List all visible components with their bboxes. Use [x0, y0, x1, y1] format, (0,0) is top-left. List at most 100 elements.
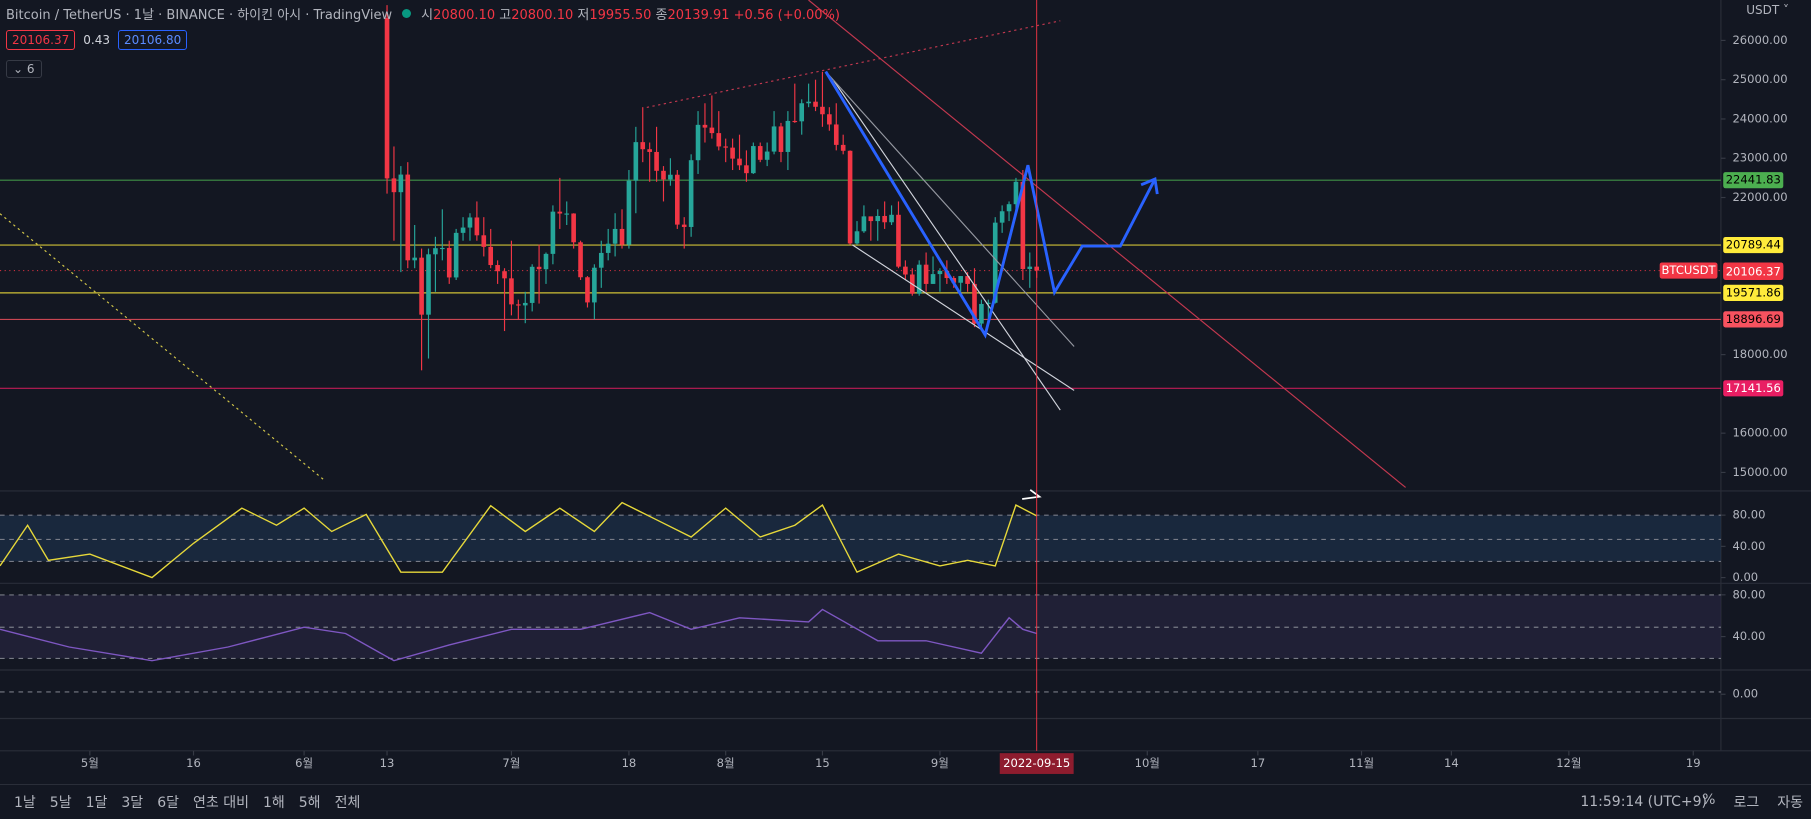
y-tick-label: 80.00 — [1732, 508, 1765, 522]
range-button[interactable]: 1달 — [85, 795, 108, 811]
option-button[interactable]: 자동 — [1777, 795, 1803, 811]
candle-body — [806, 101, 811, 104]
candle-body — [578, 242, 583, 278]
candle-body — [979, 303, 984, 324]
candle-body — [965, 276, 970, 284]
candle-body — [446, 247, 452, 278]
candle-body — [391, 178, 397, 193]
candle-body — [903, 266, 908, 275]
candle-body — [723, 146, 728, 148]
candle-body — [1020, 181, 1026, 269]
candle-body — [827, 114, 832, 125]
range-button[interactable]: 3달 — [121, 795, 144, 811]
candle-body — [516, 304, 521, 306]
indicator-line — [0, 501, 1038, 579]
price-label: 20789.44 — [1726, 238, 1781, 252]
candle-body — [771, 126, 777, 152]
toolbar: 1날 5날 1달 3달 6달 연초 대비 1해 5해 전체 11:59:14 (UTC+9) %… — [0, 784, 1811, 819]
candle-body — [668, 174, 673, 180]
y-tick-label: 16000.00 — [1732, 426, 1787, 440]
candle-body — [619, 228, 625, 245]
y-tick-label: 15000.00 — [1732, 465, 1787, 479]
ohlc-value: 20800.10 — [511, 8, 574, 23]
candle-body — [730, 147, 735, 159]
candle-body — [626, 180, 632, 245]
y-tick-label: 23000.00 — [1732, 151, 1787, 165]
candle-body — [1006, 204, 1012, 212]
x-tick-label: 6월 — [295, 756, 313, 770]
range-button[interactable]: 5날 — [49, 795, 72, 811]
candle-body — [757, 146, 763, 160]
candle-body — [840, 144, 846, 151]
range-button[interactable]: 6달 — [157, 795, 179, 811]
indicator-value: 0.43 — [83, 33, 110, 47]
y-tick-label: 25000.00 — [1732, 72, 1787, 86]
candle-body — [688, 160, 694, 227]
option-button[interactable]: 로그 — [1733, 795, 1760, 811]
candle-body — [384, 18, 390, 179]
x-tick-label: 10월 — [1135, 756, 1160, 770]
candle-body — [999, 211, 1005, 223]
x-tick-label: 8월 — [717, 756, 735, 770]
indicator-line — [0, 608, 1037, 662]
candle-body — [709, 127, 715, 134]
range-button[interactable]: 1날 — [14, 795, 36, 811]
price-label: 18896.69 — [1726, 312, 1781, 326]
currency[interactable]: USDT ˅ — [1746, 3, 1789, 17]
clock: 11:59:14 (UTC+9) — [1580, 794, 1707, 810]
option-button[interactable]: % — [1702, 792, 1716, 808]
candle-body — [737, 158, 742, 166]
x-tick-label: 13 — [380, 756, 395, 770]
candle-body — [930, 274, 936, 284]
x-tick-label: 9월 — [931, 756, 949, 770]
symbol[interactable]: Bitcoin / TetherUS · 1날 · BINANCE · 하이킨 … — [6, 8, 393, 23]
x-tick-label: 14 — [1444, 756, 1459, 770]
currency-label: USDT — [1746, 3, 1780, 17]
price-label: 20106.37 — [1726, 264, 1781, 278]
candle-body — [674, 174, 680, 225]
candle-body — [495, 265, 500, 272]
candle-body — [433, 248, 438, 255]
y-tick-label: 22000.00 — [1732, 190, 1787, 204]
candle-body — [681, 224, 687, 227]
range-button[interactable]: 5해 — [298, 795, 321, 811]
ohlc-key: 저 — [577, 8, 590, 23]
candle-body — [744, 165, 749, 174]
oscillator-band — [0, 515, 1721, 562]
candle-body — [612, 228, 618, 244]
candle-body — [419, 257, 424, 315]
candle-body — [896, 214, 901, 267]
candle-body — [820, 106, 825, 115]
y-tick-label: 24000.00 — [1732, 111, 1787, 125]
x-tick-label: 15 — [815, 756, 830, 770]
candle-body — [702, 124, 708, 128]
candle-body — [937, 270, 943, 275]
ohlc-value: 20800.10 — [433, 8, 496, 23]
collapsed-indicators[interactable]: ⌄ 6 — [6, 60, 42, 78]
price-label-box — [1723, 172, 1784, 189]
ohlc-key: 시 — [421, 8, 434, 23]
range-button[interactable]: 전체 — [334, 795, 361, 811]
ohlc-key: 고 — [499, 8, 512, 23]
count: 6 — [26, 62, 35, 76]
y-tick-label: 0.00 — [1732, 570, 1758, 584]
candle-body — [481, 235, 487, 247]
candle-body — [889, 214, 894, 223]
band-lines — [0, 514, 1721, 693]
price-label-box — [1723, 236, 1784, 254]
price-label-box — [1723, 284, 1784, 301]
candle-body — [799, 103, 805, 122]
price-label-box — [1723, 380, 1784, 397]
range-button[interactable]: 1해 — [262, 795, 285, 811]
range-button[interactable]: 연초 대비 — [192, 795, 249, 811]
indicator-row: 20106.37 0.43 20106.80 — [6, 30, 188, 50]
ohlc-key: 종 — [655, 8, 668, 23]
drawings — [0, 0, 1406, 500]
y-tick-label: 18000.00 — [1732, 347, 1787, 361]
price-label-box — [1723, 263, 1784, 280]
candle-body — [405, 174, 411, 261]
price-label: 22441.83 — [1726, 173, 1781, 187]
indicator-value: 20106.37 — [6, 30, 76, 50]
candle-body — [509, 278, 514, 305]
